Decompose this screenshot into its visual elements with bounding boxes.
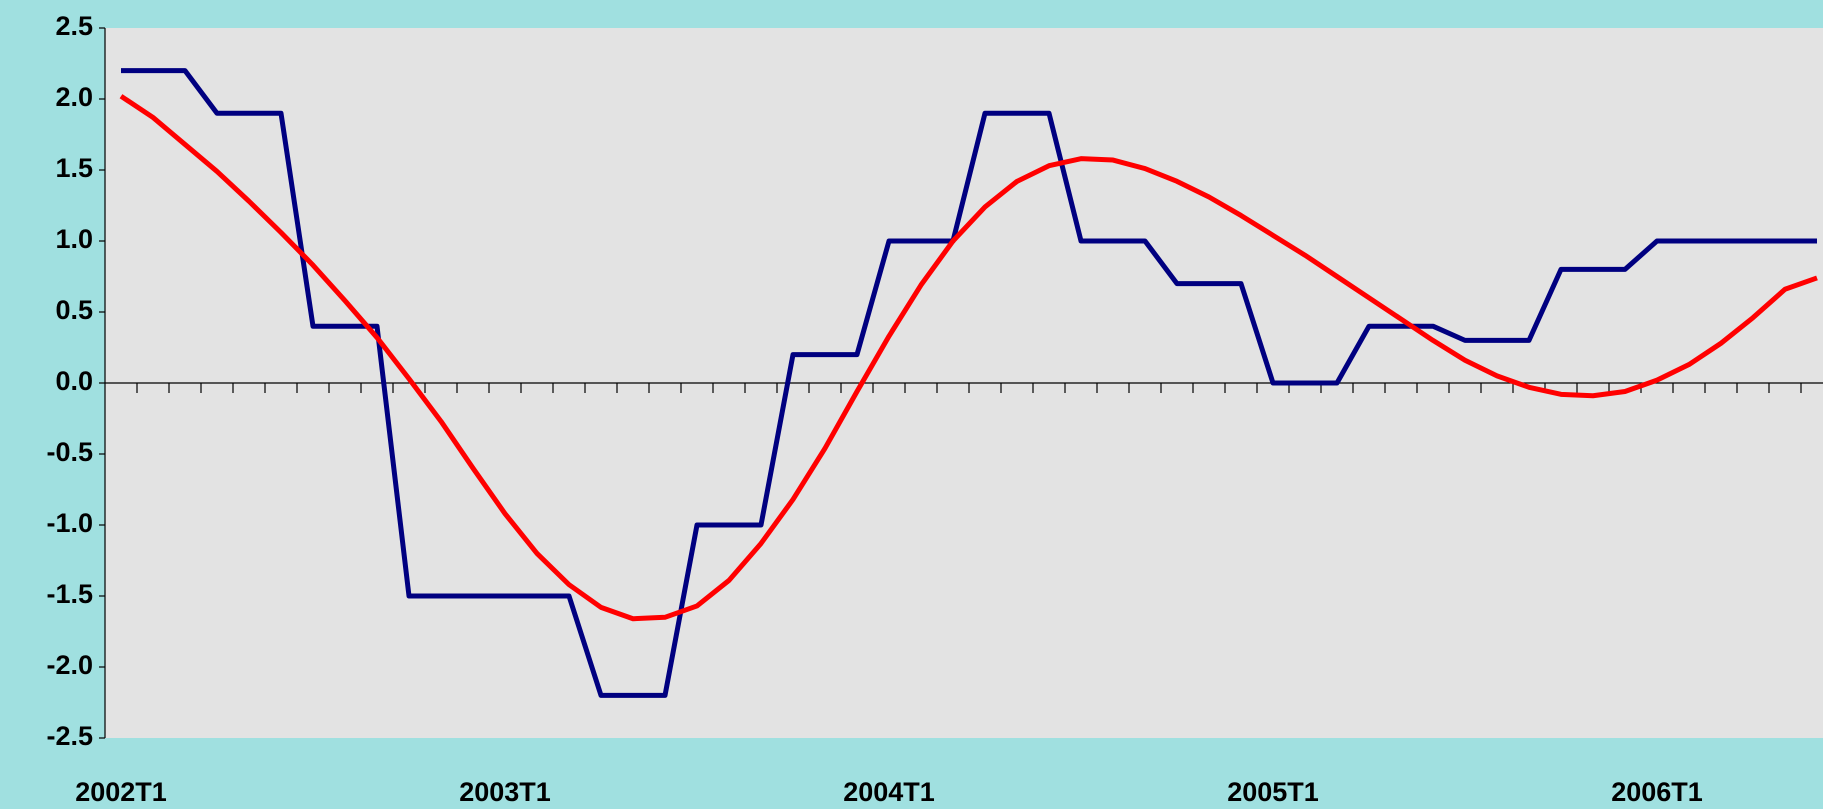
x-tick-label: 2005T1: [1227, 777, 1319, 807]
x-tick-label: 2004T1: [843, 777, 935, 807]
y-tick-label: -2.5: [46, 721, 93, 751]
y-tick-label: 2.0: [55, 82, 93, 112]
y-tick-label: 2.5: [55, 11, 93, 41]
y-tick-label: 1.5: [55, 153, 93, 183]
y-tick-label: 0.0: [55, 366, 93, 396]
x-tick-label: 2006T1: [1611, 777, 1703, 807]
y-tick-label: -0.5: [46, 437, 93, 467]
series-line: [121, 68, 1817, 698]
x-tick-label: 2003T1: [459, 777, 551, 807]
y-tick-label: 1.0: [55, 224, 93, 254]
x-tick-label: 2002T1: [75, 777, 167, 807]
y-tick-label: -2.0: [46, 650, 93, 680]
y-tick-label: 0.5: [55, 295, 93, 325]
y-tick-label: -1.0: [46, 508, 93, 538]
series-line: [119, 94, 1818, 622]
y-tick-label: -1.5: [46, 579, 93, 609]
